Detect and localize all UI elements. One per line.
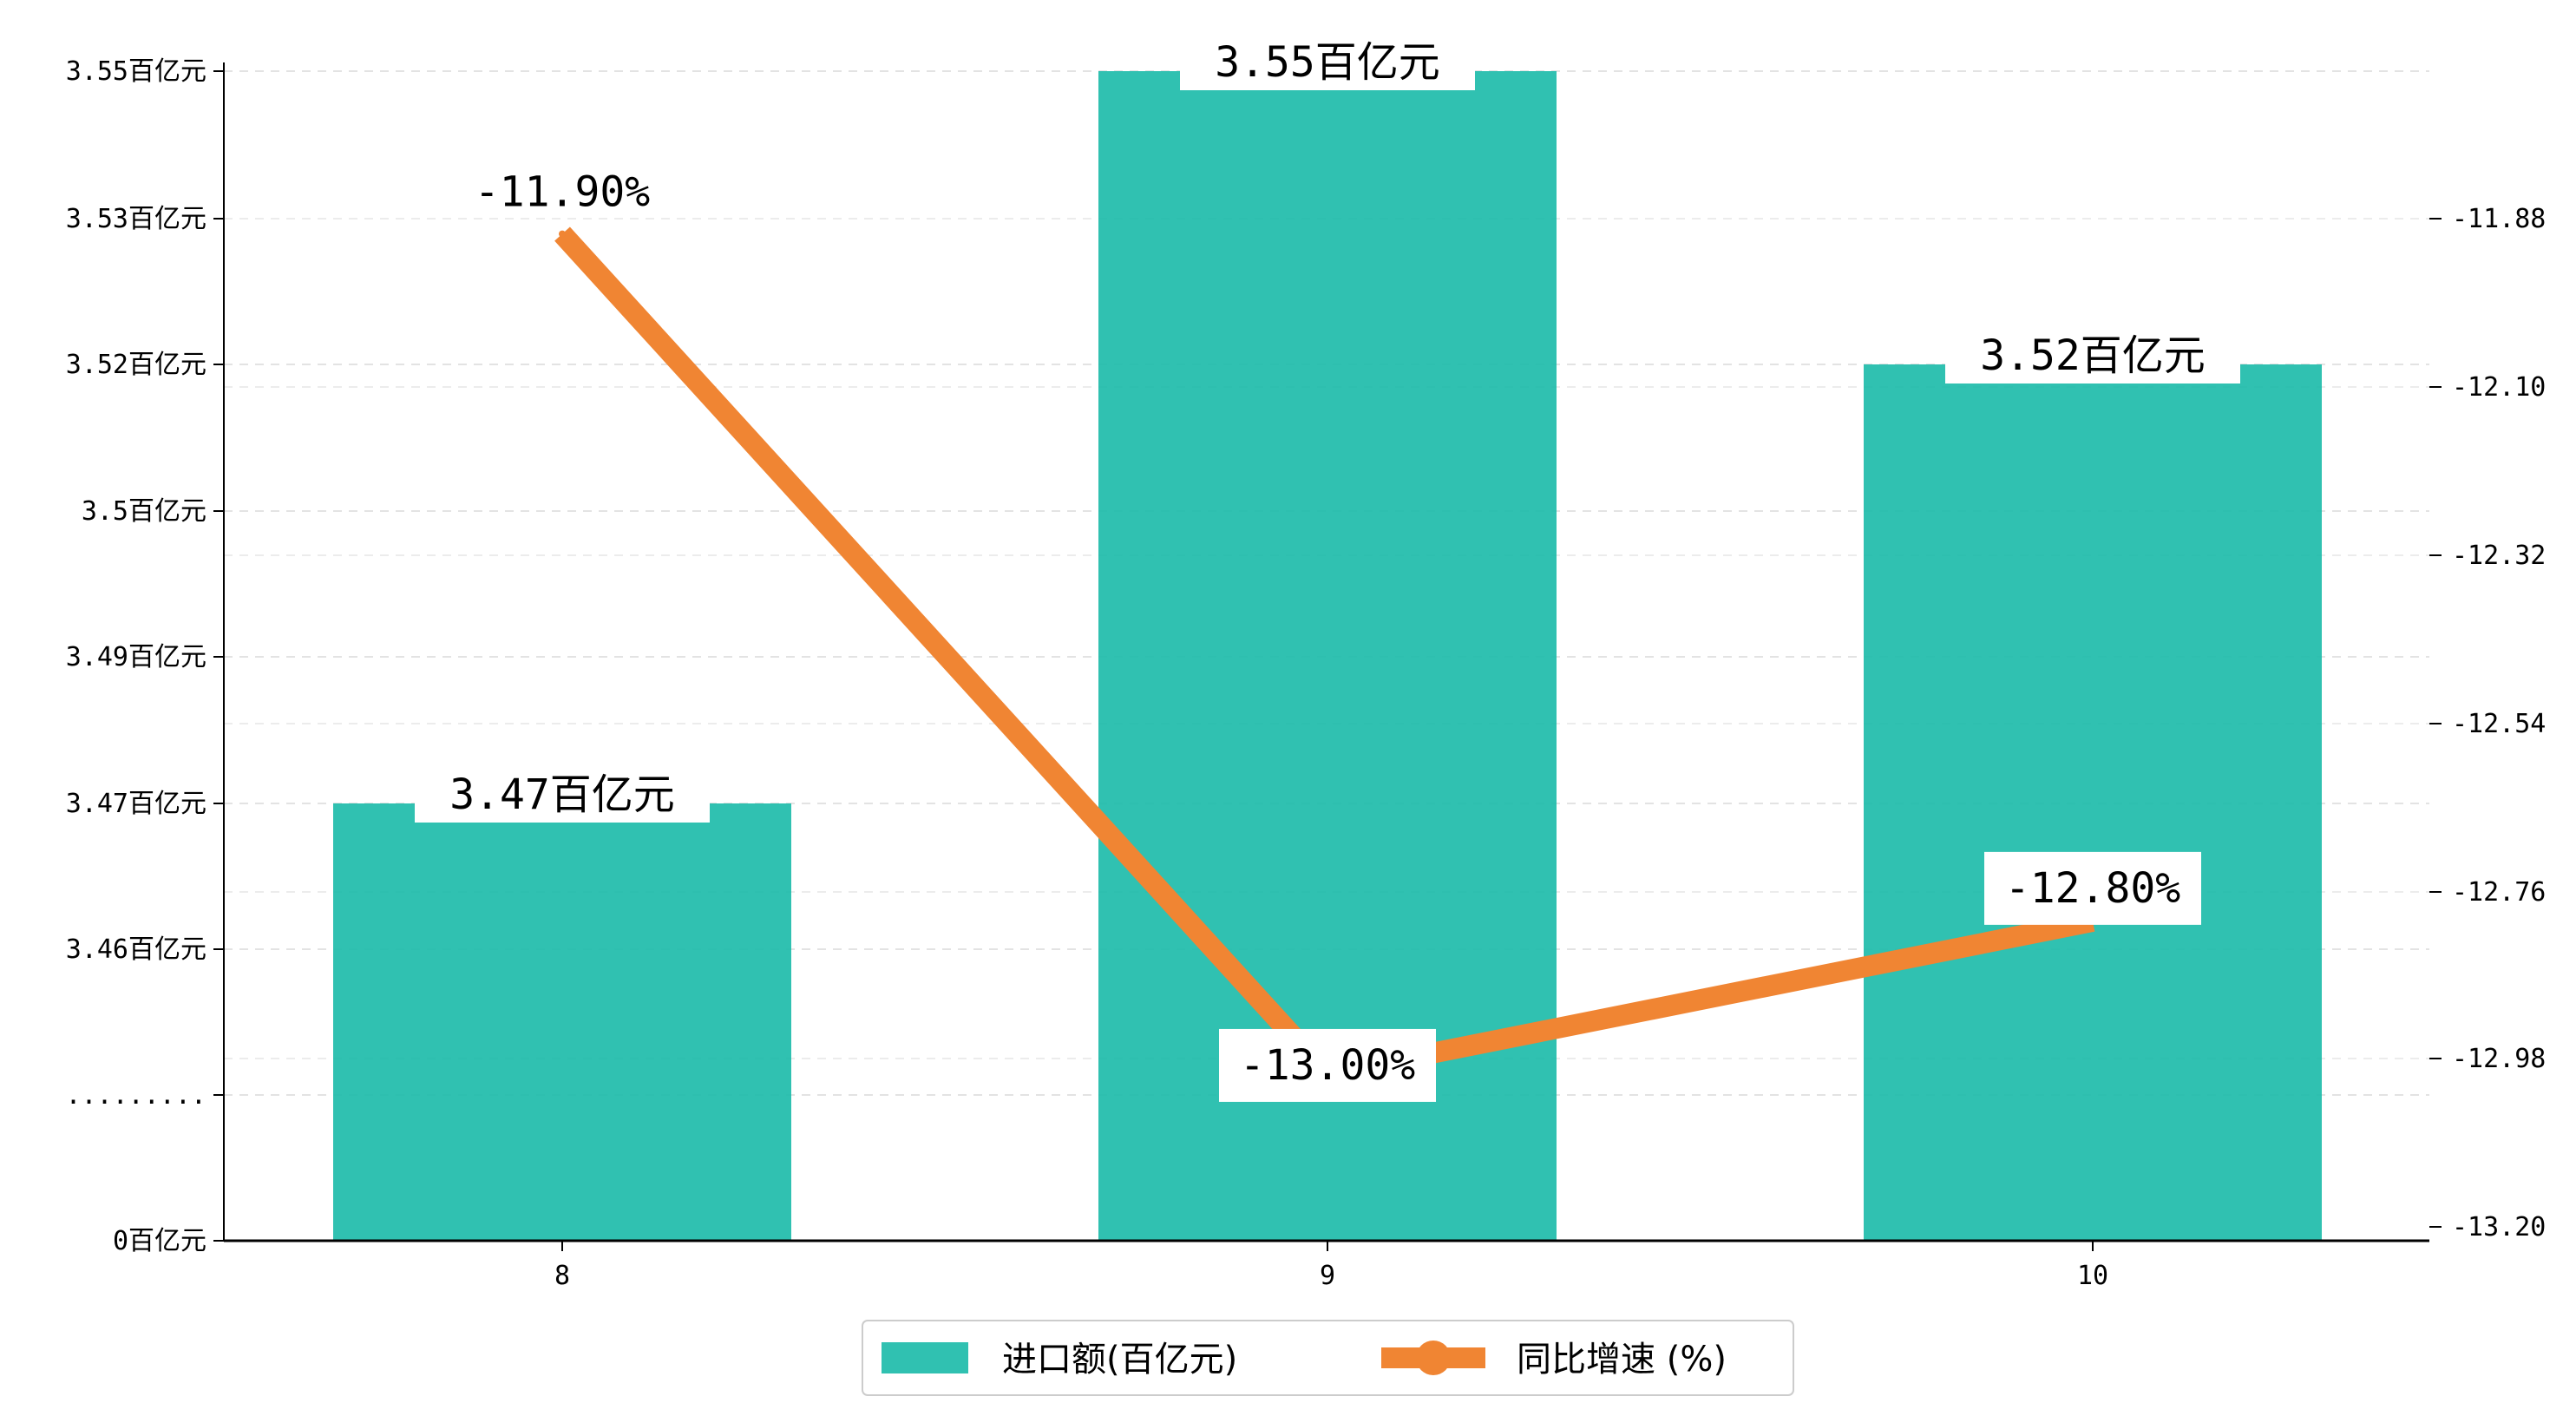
bar-value-label-box: [415, 765, 710, 823]
y-right-tick-label: -12.98: [2452, 1044, 2546, 1074]
line-value-label: -11.90%: [475, 168, 650, 217]
bar-value-label: 3.55百亿元: [1215, 38, 1440, 87]
y-left-tick-label: 0百亿元: [113, 1226, 206, 1256]
y-left-tick-label: 3.53百亿元: [66, 204, 206, 234]
bar: [333, 803, 791, 1241]
y-right-tick-label: -12.54: [2452, 709, 2546, 739]
line-value-label: -13.00%: [1240, 1041, 1415, 1090]
y-right-tick-label: -11.88: [2452, 204, 2546, 234]
y-left-tick-label: .........: [65, 1080, 206, 1111]
y-left-tick-label: 3.5百亿元: [82, 496, 206, 527]
legend-label-bar: 进口额(百亿元): [1002, 1340, 1237, 1380]
y-left-tick-label: 3.46百亿元: [66, 934, 206, 965]
y-left-tick-label: 3.49百亿元: [66, 642, 206, 672]
x-tick-label: 8: [554, 1261, 570, 1291]
legend: 进口额(百亿元) 同比增速 (%): [862, 1320, 1794, 1396]
y-left-tick-label: 3.47百亿元: [66, 789, 206, 819]
line-value-label-box: [1984, 851, 2201, 925]
axes: 0百亿元......... 3.46百亿元 3.47百亿元 3.49百亿元 3.5百亿元…: [65, 56, 2546, 1291]
y-right-tick-label: -12.10: [2452, 372, 2546, 403]
legend-swatch-marker: [1416, 1341, 1451, 1375]
y-left-tick-label: 3.52百亿元: [66, 350, 206, 380]
bar-value-label: 3.52百亿元: [1980, 331, 2206, 380]
y-left-tick-label: 3.55百亿元: [66, 56, 206, 87]
y-right-tick-label: -13.20: [2452, 1212, 2546, 1242]
y-right-tick-label: -12.76: [2452, 877, 2546, 908]
bar-series: [333, 71, 2322, 1241]
bar-value-label-box: [1180, 33, 1475, 90]
line-value-label-box: [1219, 1028, 1436, 1102]
bar-value-label: 3.47百亿元: [449, 770, 675, 819]
bar: [1864, 364, 2322, 1241]
bar-value-label-box: [1945, 326, 2240, 384]
legend-box: [862, 1320, 1794, 1396]
x-tick-label: 9: [1320, 1261, 1335, 1291]
y-right-tick-label: -12.32: [2452, 541, 2546, 571]
legend-label-line: 同比增速 (%): [1517, 1340, 1727, 1380]
line-point: [559, 230, 566, 238]
x-tick-label: 10: [2077, 1261, 2108, 1291]
line-value-label: -12.80%: [2005, 864, 2180, 913]
data-labels: 3.47百亿元 3.55百亿元 3.52百亿元 -11.90% -13.00% -12.8…: [415, 33, 2240, 1102]
legend-swatch-bar: [882, 1342, 968, 1373]
